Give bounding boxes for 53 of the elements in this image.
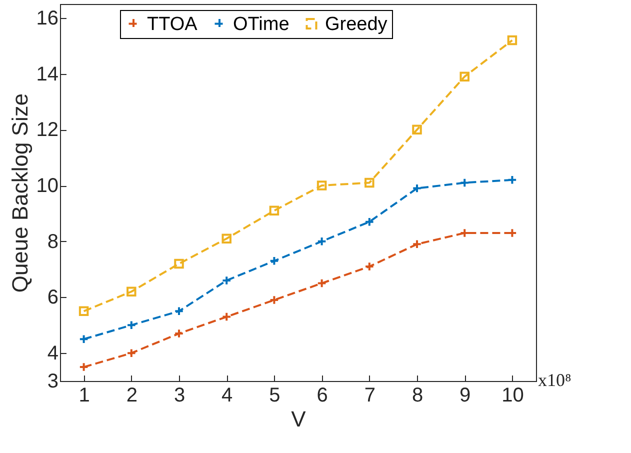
- point: [269, 295, 280, 305]
- point: [316, 180, 327, 190]
- x-tick-label: 1: [78, 384, 90, 406]
- x-tick-label: 2: [126, 384, 138, 406]
- point: [269, 256, 280, 266]
- x-tick-label: 8: [412, 384, 424, 406]
- point: [222, 312, 232, 322]
- point: [174, 306, 184, 316]
- y-tick-label: 16: [36, 7, 58, 30]
- point: [412, 239, 422, 250]
- legend-label: OTime: [233, 14, 290, 35]
- y-tick-label: 10: [36, 175, 58, 198]
- y-tick-label: 14: [36, 63, 58, 86]
- point: [126, 320, 136, 330]
- point: [507, 35, 518, 46]
- x-tick-label: 7: [364, 384, 376, 406]
- point: [222, 276, 232, 286]
- x-tick-label: 10: [502, 384, 524, 406]
- point: [364, 262, 374, 272]
- point: [269, 206, 280, 216]
- y-tick-label: 6: [47, 286, 58, 309]
- point: [78, 334, 89, 344]
- point: [412, 124, 422, 135]
- y-tick-label: 3: [47, 370, 58, 392]
- point: [460, 72, 470, 82]
- x-tick-label: 3: [174, 384, 186, 406]
- point: [78, 362, 89, 372]
- y-tick-label: 8: [47, 230, 58, 253]
- point: [222, 234, 232, 244]
- legend-label: Greedy: [325, 14, 388, 35]
- x-tick-label: 9: [460, 384, 471, 406]
- point: [126, 348, 136, 358]
- x-tick-label: 6: [316, 384, 328, 406]
- point: [460, 178, 470, 188]
- legend-label: TTOA: [147, 14, 198, 35]
- point: [412, 183, 422, 194]
- point: [364, 216, 374, 227]
- point: [364, 178, 374, 188]
- x-tick-label: 4: [222, 384, 233, 406]
- point: [78, 306, 89, 316]
- text: x10⁸: [538, 370, 572, 390]
- point: [507, 175, 518, 185]
- point: [174, 328, 184, 338]
- point: [174, 258, 184, 269]
- y-tick-label: 12: [36, 119, 58, 142]
- y-axis-title: Queue Backlog Size: [7, 93, 32, 293]
- point: [316, 236, 327, 246]
- point: [460, 228, 470, 238]
- point: [126, 286, 136, 297]
- x-tick-label: 5: [269, 384, 280, 406]
- y-tick-label: 4: [47, 342, 58, 365]
- x-axis-title: V: [291, 406, 306, 432]
- point: [316, 278, 327, 288]
